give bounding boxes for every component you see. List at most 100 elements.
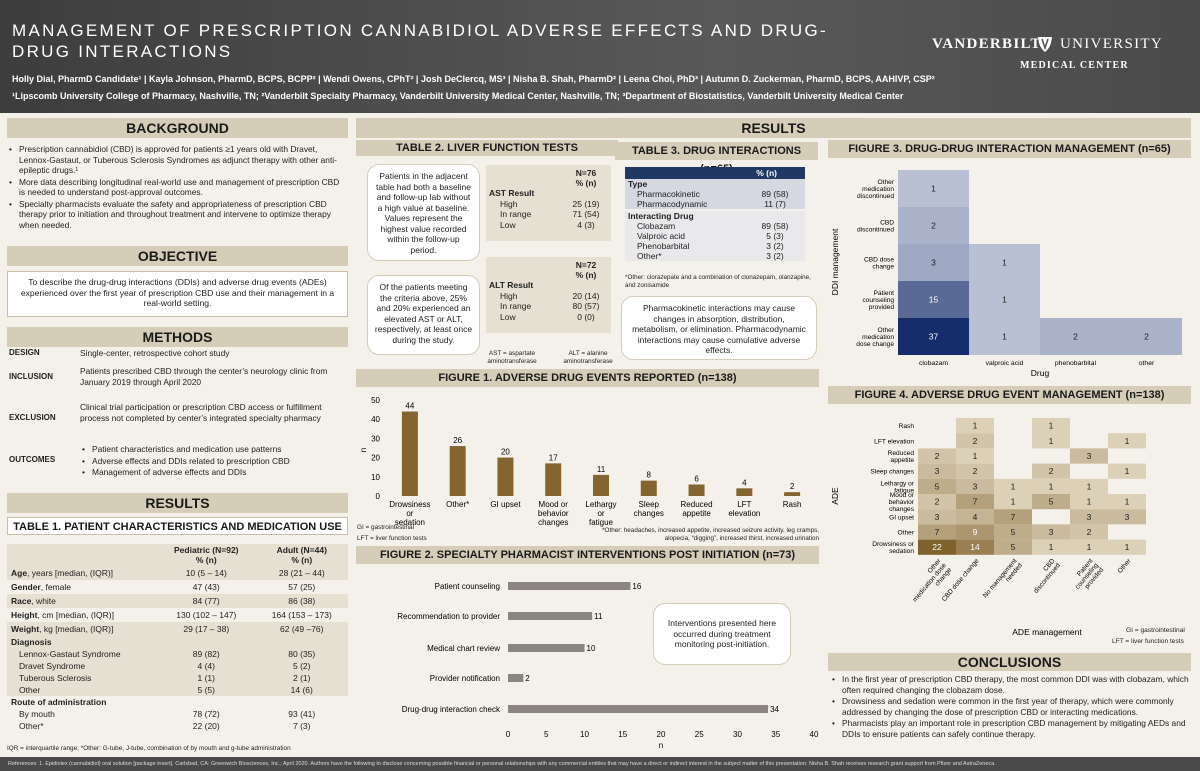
x-tick-label: LFT elevation	[728, 500, 760, 518]
lft-category: High	[500, 198, 518, 209]
y-tick-label: 40	[371, 415, 380, 424]
heatmap-cell	[1108, 433, 1146, 449]
table2-title: TABLE 2. LIVER FUNCTION TESTS	[356, 140, 618, 156]
heatmap-cell	[994, 539, 1032, 555]
heatmap-cell	[1032, 478, 1070, 494]
y-tick-label: 0	[376, 492, 381, 501]
table1-col-adult: Adult (N=44)% (n)	[276, 545, 327, 565]
lft-value: 20 (14)	[572, 290, 600, 301]
cell-value: 3	[935, 466, 940, 476]
data-label: 11	[594, 612, 603, 621]
heatmap-cell	[994, 494, 1032, 510]
cell-value: 1	[1049, 436, 1054, 446]
bar	[688, 484, 705, 496]
lft-value: 80 (57)	[572, 301, 600, 311]
heatmap-cell	[898, 318, 969, 355]
lft-row: Low 4 (3)	[486, 220, 611, 231]
vanderbilt-oak-leaf-logo-icon	[1038, 37, 1052, 52]
x-tick-label: other	[1139, 360, 1155, 367]
heatmap-cell	[898, 170, 969, 207]
adult-value: 2 (1)	[293, 673, 311, 683]
y-tick-label: CBD dose change	[864, 257, 894, 271]
adult-value: 7 (3)	[293, 721, 311, 731]
fig1-legend-gi: GI = gastrointestinal	[357, 524, 415, 531]
bar	[497, 457, 514, 496]
cell-value: 3	[1049, 527, 1054, 537]
heatmap-cell	[1111, 318, 1182, 355]
x-tick-label: valproic acid	[986, 360, 1024, 367]
background-bullets: Prescription cannabidiol (CBD) is approv…	[7, 144, 342, 231]
y-axis-label: n	[359, 448, 368, 452]
heatmap-cell	[918, 539, 956, 555]
data-label: 4	[742, 478, 747, 487]
cell-value: 3	[973, 481, 978, 491]
data-label: 26	[453, 436, 462, 445]
pediatric-value: 1 (1)	[197, 673, 215, 683]
x-tick-label: Sleep changes	[634, 500, 664, 518]
data-label: 20	[501, 448, 510, 457]
lft-category: In range	[500, 301, 532, 311]
interaction-value: 5 (3)	[766, 231, 784, 241]
row-label-detail: , years [median, (IQR)]	[27, 568, 114, 578]
heatmap-cell	[1032, 494, 1070, 510]
interaction-value: 11 (7)	[764, 199, 786, 209]
heatmap-cell	[994, 478, 1032, 494]
route-label: Route of administration	[11, 697, 107, 707]
bar	[508, 612, 593, 620]
cell-value: 7	[935, 527, 940, 537]
design-text: Single-center, retrospective cohort stud…	[80, 348, 230, 358]
bar	[508, 674, 524, 682]
y-tick-label: Medical chart review	[427, 644, 500, 653]
heatmap-cell	[1040, 318, 1111, 355]
row-label: Weight	[11, 624, 40, 634]
x-tick-label: phenobarbital	[1055, 360, 1097, 367]
table1-col-pediatric: Pediatric (N=92)% (n)	[174, 545, 239, 565]
author-list: Holly Dial, PharmD Candidate¹ | Kayla Jo…	[12, 74, 935, 84]
cell-value: 2	[931, 221, 936, 231]
heatmap-cell	[1108, 509, 1146, 525]
cell-value: 1	[1125, 436, 1130, 446]
heatmap-cell	[956, 539, 994, 555]
conclusion-bullet: Pharmacists play an important role in pr…	[830, 718, 1190, 739]
cell-value: 2	[935, 451, 940, 461]
heatmap-cell	[898, 281, 969, 318]
diagnosis-name: Tuberous Sclerosis	[19, 673, 92, 683]
heatmap-cell	[898, 207, 969, 244]
adult-value: 93 (41)	[288, 709, 316, 719]
lft-category: High	[500, 290, 518, 301]
cell-value: 37	[929, 332, 939, 342]
pediatric-value: 29 (17 – 38)	[183, 624, 230, 634]
cell-value: 1	[1002, 332, 1007, 342]
heatmap-cell	[1070, 448, 1108, 464]
cell-value: 5	[1011, 542, 1016, 552]
adult-value: 80 (35)	[288, 649, 316, 659]
affiliations: ¹Lipscomb University College of Pharmacy…	[12, 91, 904, 101]
x-tick-label: Drowsiness or sedation	[389, 500, 430, 527]
cell-value: 5	[1011, 527, 1016, 537]
cell-value: 5	[935, 481, 940, 491]
interaction-types-note: Pharmacokinetic interactions may cause c…	[621, 296, 817, 360]
route-name: Other*	[19, 721, 44, 731]
fig3-title: FIGURE 3. DRUG-DRUG INTERACTION MANAGEME…	[828, 140, 1191, 158]
fig2-title: FIGURE 2. SPECIALTY PHARMACIST INTERVENT…	[356, 546, 819, 564]
results-heading-center: RESULTS	[356, 118, 1191, 138]
x-tick-label: Mood or behavior changes	[538, 500, 569, 527]
cell-value: 2	[1049, 466, 1054, 476]
table-row: Route of administration	[7, 696, 348, 708]
x-tick-label: 5	[544, 730, 549, 739]
x-tick-label: 25	[695, 730, 704, 739]
heatmap-cell	[1070, 494, 1108, 510]
x-tick-label: Other	[1117, 557, 1133, 575]
heatmap-cell	[918, 463, 956, 479]
diagnosis-label: Diagnosis	[11, 637, 52, 647]
logo-text-right: UNIVERSITY	[1060, 36, 1163, 52]
heatmap-cell	[956, 448, 994, 464]
pediatric-value: 47 (43)	[192, 582, 220, 592]
ast-table: N=76% (n) AST Result High 25 (19) In range…	[486, 165, 611, 241]
exclusion-label: EXCLUSION	[9, 413, 56, 422]
background-bullet: Specialty pharmacists evaluate the safet…	[7, 199, 342, 231]
lft-value: 71 (54)	[572, 209, 600, 219]
x-tick-label: 35	[771, 730, 780, 739]
bar	[736, 488, 753, 496]
heatmap-cell	[956, 418, 994, 434]
